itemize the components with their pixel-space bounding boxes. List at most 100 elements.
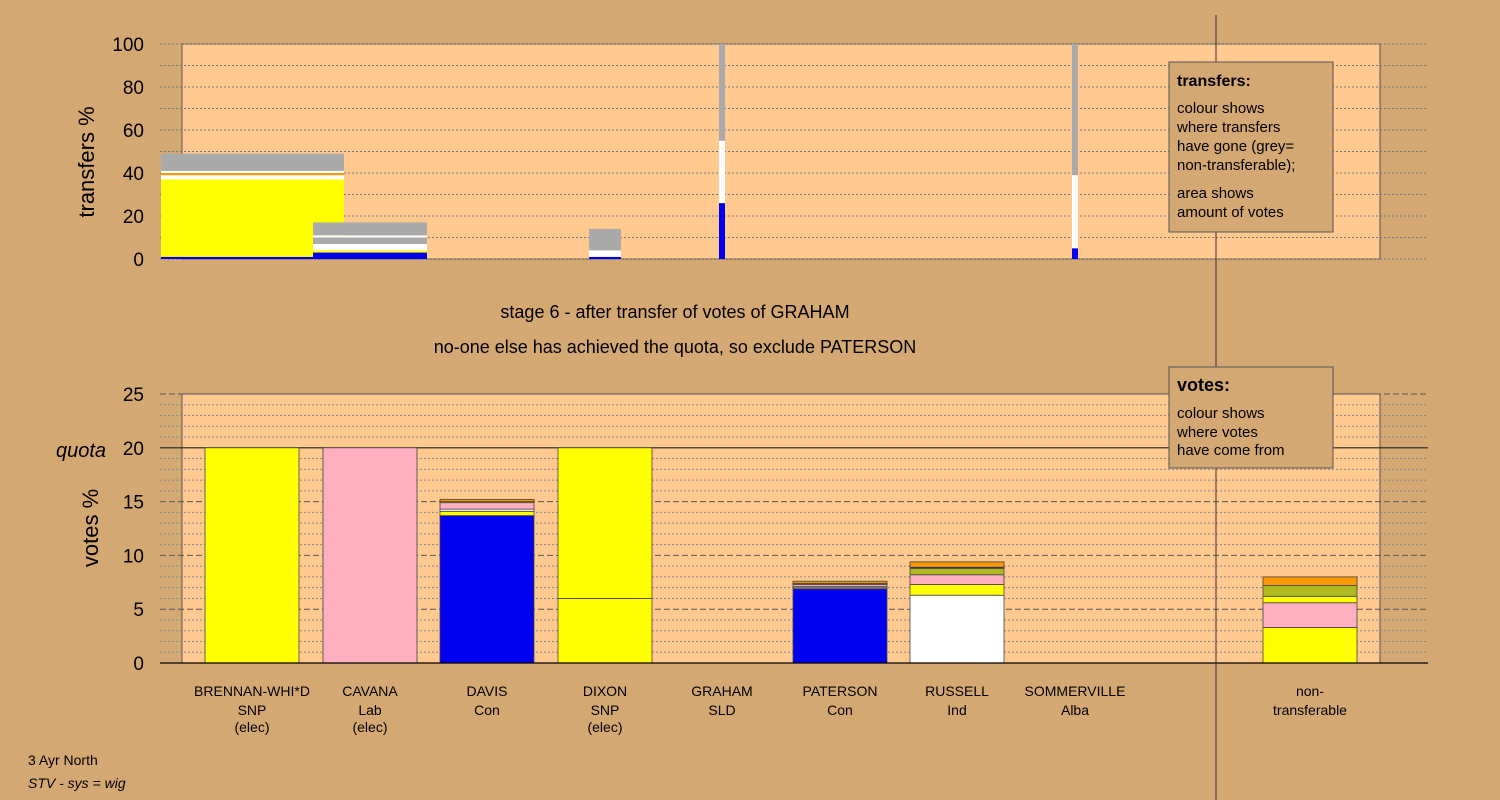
vote-segment [439, 515, 535, 664]
candidate-label: SOMMERVILLE Alba [1025, 683, 1126, 718]
transfer-segment [719, 203, 725, 259]
transfers-legend-line: amount of votes [1177, 204, 1284, 221]
vote-segment [792, 588, 888, 664]
candidate-status: (elec) [352, 719, 387, 735]
vote-segment [1262, 595, 1358, 604]
candidate-label: PATERSON Con [803, 683, 878, 718]
transfer-segment [589, 228, 621, 251]
candidate-name: PATERSON [803, 683, 878, 699]
stage-title: stage 6 - after transfer of votes of GRA… [500, 302, 849, 322]
transfers-legend-line: have gone (grey= [1177, 138, 1294, 155]
transfer-segment [313, 237, 427, 244]
votes-legend-line: where votes [1176, 424, 1258, 441]
exclude-title: no-one else has achieved the quota, so e… [434, 337, 917, 357]
transfer-segment [313, 250, 427, 253]
transfer-segment [1072, 44, 1078, 176]
candidate-name: DAVIS [467, 683, 508, 699]
transfer-segment [161, 153, 344, 171]
candidate-label: DAVIS Con [467, 683, 508, 718]
transfer-segment [313, 222, 427, 236]
candidate-status: (elec) [587, 719, 622, 735]
votes-tick-label: 25 [123, 385, 144, 406]
transfer-segment [161, 170, 344, 173]
candidate-label: RUSSELL Ind [925, 683, 989, 718]
candidate-name: GRAHAM [691, 683, 752, 699]
vote-segment [1262, 627, 1358, 664]
vote-segment [792, 580, 888, 584]
candidate-party: Alba [1061, 702, 1089, 718]
candidate-label: GRAHAM SLD [691, 683, 752, 718]
votes-tick-label: 0 [133, 654, 144, 675]
transfers-tick-label: 60 [123, 121, 144, 142]
transfer-segment [1072, 175, 1078, 249]
vote-segment [557, 598, 653, 664]
candidate-party: SLD [708, 702, 735, 718]
transfer-segment [1072, 248, 1078, 259]
transfer-segment [589, 250, 621, 257]
candidate-party: Ind [947, 702, 966, 718]
transfers-tick-label: 100 [112, 35, 144, 56]
vote-segment [909, 584, 1005, 596]
transfers-legend-line: non-transferable); [1177, 157, 1295, 174]
quota-label: quota [56, 440, 106, 462]
nontransferable-label-line: non- [1296, 683, 1324, 699]
transfer-segment [313, 252, 427, 259]
vote-segment [909, 594, 1005, 664]
votes-legend-line: have come from [1177, 442, 1285, 459]
ward-label: 3 Ayr North [28, 752, 98, 768]
vote-segment [204, 447, 300, 664]
transfer-segment [719, 140, 725, 204]
transfers-axis-title: transfers % [74, 106, 99, 217]
vote-segment [1262, 585, 1358, 597]
candidate-name: BRENNAN-WHI*D [194, 683, 310, 699]
votes-tick-label: 10 [123, 546, 144, 567]
bars [161, 44, 1358, 664]
vote-segment [909, 567, 1005, 576]
transfers-tick-label: 0 [133, 250, 144, 271]
votes-legend: votes: colour shows where votes have com… [1168, 366, 1334, 469]
vote-segment [909, 561, 1005, 568]
candidate-status: (elec) [234, 719, 269, 735]
vote-segment [439, 510, 535, 516]
candidate-party: Con [474, 702, 500, 718]
votes-legend-line: colour shows [1177, 405, 1265, 422]
vote-segment [909, 574, 1005, 585]
candidate-party: Lab [358, 702, 382, 718]
transfer-segment [313, 243, 427, 251]
vote-segment [1262, 602, 1358, 628]
votes-axis-title: votes % [78, 489, 103, 567]
candidate-label: DIXON SNP (elec) [583, 683, 627, 735]
votes-legend-title: votes: [1177, 375, 1230, 395]
candidate-name: DIXON [583, 683, 627, 699]
transfers-tick-label: 80 [123, 78, 144, 99]
vote-segment [557, 447, 653, 599]
votes-tick-label: 5 [133, 600, 144, 621]
transfers-legend-title: transfers: [1177, 73, 1251, 90]
transfer-segment [161, 256, 344, 259]
candidate-party: SNP [591, 702, 620, 718]
transfers-legend-line: area shows [1177, 185, 1254, 202]
vote-segment [1262, 576, 1358, 586]
candidate-name: SOMMERVILLE [1025, 683, 1126, 699]
candidate-name: RUSSELL [925, 683, 989, 699]
transfer-segment [589, 256, 621, 259]
transfer-segment [313, 235, 427, 238]
vote-segment [439, 502, 535, 510]
candidate-label: CAVANA Lab (elec) [342, 683, 398, 735]
transfers-tick-label: 40 [123, 164, 144, 185]
vote-segment [322, 447, 418, 664]
transfers-tick-label: 20 [123, 207, 144, 228]
candidate-party: SNP [238, 702, 267, 718]
votes-tick-label: 15 [123, 493, 144, 514]
nontransferable-label-line: transferable [1273, 702, 1347, 718]
transfer-segment [161, 173, 344, 176]
system-label: STV - sys = wig [28, 775, 126, 791]
candidate-label: BRENNAN-WHI*D SNP (elec) [194, 683, 310, 735]
transfers-legend-line: colour shows [1177, 100, 1265, 117]
transfers-legend-line: where transfers [1176, 119, 1280, 136]
votes-tick-label: 20 [123, 439, 144, 460]
axes: 0 20 40 60 80 100 0 5 10 15 20 25 [112, 35, 1428, 675]
candidate-name: CAVANA [342, 683, 398, 699]
vote-segment [439, 499, 535, 502]
